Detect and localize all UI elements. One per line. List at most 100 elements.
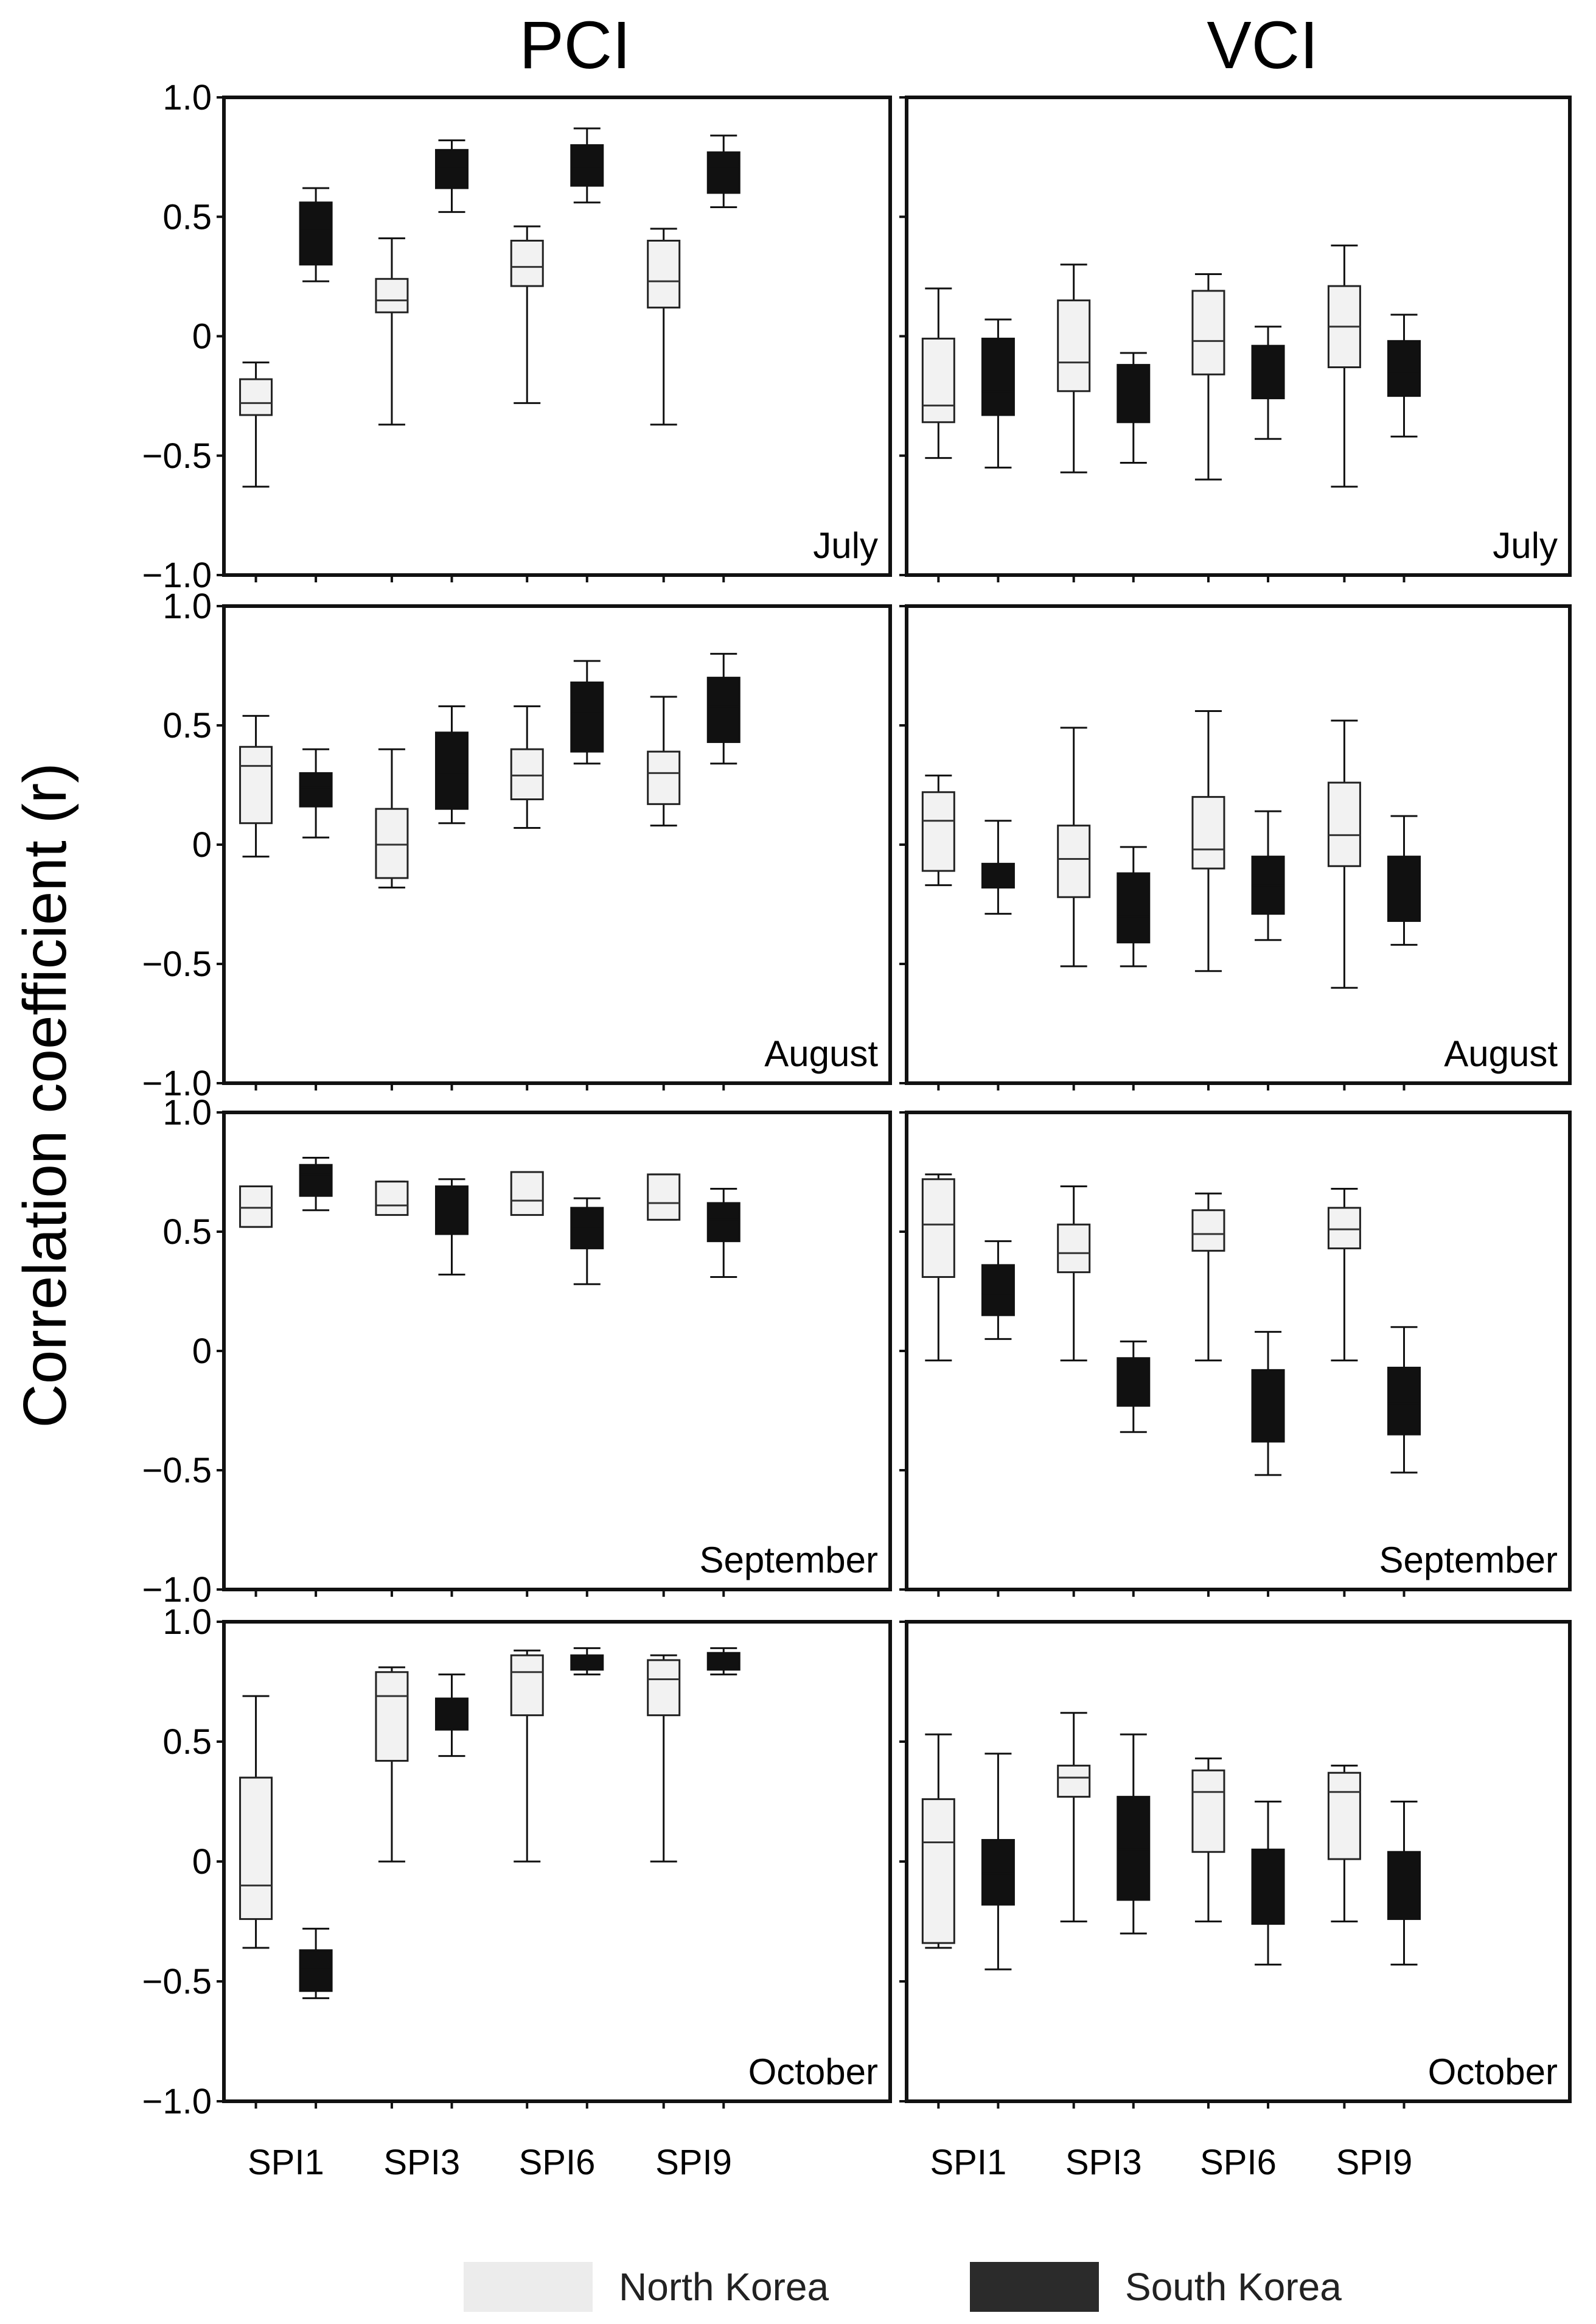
- y-tick-label: 0: [192, 1331, 212, 1371]
- box-iqr: [647, 240, 681, 309]
- south-korea-box-spi6: [1251, 1331, 1285, 1476]
- y-tick-label: 1.0: [162, 1093, 212, 1132]
- south-korea-box-spi1: [299, 748, 333, 839]
- box-iqr: [239, 745, 273, 825]
- box-iqr: [239, 1776, 273, 1921]
- north-korea-box-spi1: [239, 714, 273, 858]
- box-iqr: [981, 1839, 1015, 1906]
- north-korea-box-spi9: [1327, 1187, 1361, 1362]
- north-korea-box-spi9: [647, 228, 681, 426]
- box-iqr: [1387, 1851, 1421, 1921]
- south-korea-box-spi6: [1251, 326, 1285, 440]
- box-iqr: [921, 1178, 955, 1278]
- y-tick-label: 0: [192, 1842, 212, 1882]
- box-iqr: [434, 1185, 469, 1235]
- box-iqr: [510, 1654, 544, 1717]
- south-korea-box-spi6: [570, 1647, 604, 1676]
- north-korea-box-spi6: [1191, 710, 1225, 972]
- box-iqr: [1191, 796, 1225, 870]
- x-tick-label: SPI3: [1065, 2143, 1142, 2182]
- south-korea-box-spi3: [1117, 846, 1151, 968]
- north-korea-box-spi3: [375, 1181, 409, 1216]
- y-tick-label: 0.5: [162, 1212, 212, 1252]
- box-iqr: [299, 201, 333, 266]
- month-label: September: [700, 1540, 879, 1580]
- panel-vci-september: September: [899, 1111, 1572, 1597]
- box-iqr: [1387, 856, 1421, 922]
- south-korea-box-spi1: [299, 187, 333, 282]
- box-iqr: [1057, 299, 1091, 393]
- north-korea-box-spi3: [375, 748, 409, 889]
- panel-pci-september: 1.0 0.5 0 −0.5 −1.0 September: [142, 1093, 892, 1610]
- panel-vci-july: July: [899, 96, 1572, 582]
- box-iqr: [434, 731, 469, 810]
- north-korea-box-spi6: [510, 1649, 544, 1863]
- box-iqr: [510, 240, 544, 287]
- legend-swatch: [970, 2262, 1099, 2312]
- column-title-vci: VCI: [1207, 8, 1318, 83]
- box-iqr: [1191, 1209, 1225, 1252]
- box-iqr: [921, 791, 955, 872]
- north-korea-box-spi9: [647, 696, 681, 827]
- x-tick-label: SPI9: [1336, 2143, 1413, 2182]
- south-korea-box-spi9: [1387, 815, 1421, 946]
- y-tick-label: −0.5: [142, 1451, 212, 1490]
- north-korea-box-spi3: [375, 1666, 409, 1863]
- box-iqr: [570, 681, 604, 753]
- box-iqr: [375, 1671, 409, 1762]
- box-iqr: [1117, 364, 1151, 424]
- north-korea-box-spi1: [921, 287, 955, 459]
- south-korea-box-spi3: [1117, 1340, 1151, 1433]
- box-iqr: [1251, 1369, 1285, 1443]
- box-iqr: [434, 148, 469, 189]
- north-korea-box-spi1: [239, 1185, 273, 1228]
- y-tick-label: −0.5: [142, 944, 212, 984]
- south-korea-box-spi3: [434, 705, 469, 825]
- south-korea-box-spi9: [706, 134, 741, 209]
- y-tick-label: 0.5: [162, 197, 212, 237]
- box-iqr: [981, 862, 1015, 889]
- month-label: July: [813, 525, 878, 566]
- south-korea-box-spi3: [434, 1673, 469, 1757]
- south-korea-box-spi6: [570, 1197, 604, 1285]
- month-label: October: [748, 2051, 878, 2092]
- box-iqr: [434, 1697, 469, 1731]
- month-label: August: [764, 1033, 878, 1074]
- panel-frame: [222, 604, 892, 1085]
- y-tick-label: 1.0: [162, 1602, 212, 1642]
- north-korea-box-spi6: [1191, 273, 1225, 481]
- box-iqr: [299, 1164, 333, 1197]
- north-korea-box-spi3: [1057, 1185, 1091, 1362]
- month-label: September: [1379, 1540, 1558, 1580]
- box-iqr: [510, 748, 544, 801]
- south-korea-box-spi6: [570, 127, 604, 204]
- column-title-pci: PCI: [519, 8, 630, 83]
- panel-frame: [222, 96, 892, 577]
- y-tick-label: 0.5: [162, 706, 212, 745]
- month-label: July: [1493, 525, 1558, 566]
- box-iqr: [647, 750, 681, 805]
- south-korea-box-spi1: [981, 318, 1015, 469]
- south-korea-box-spi6: [570, 660, 604, 765]
- box-iqr: [570, 1207, 604, 1249]
- x-tick-label: SPI1: [248, 2143, 324, 2182]
- box-iqr: [1057, 1764, 1091, 1798]
- south-korea-box-spi1: [981, 1240, 1015, 1340]
- box-iqr: [706, 677, 741, 743]
- box-iqr: [375, 808, 409, 879]
- south-korea-box-spi3: [1117, 352, 1151, 464]
- panel-vci-october: October SPI1 SPI3 SPI6 SPI9: [899, 1620, 1572, 2182]
- north-korea-box-spi1: [921, 1733, 955, 1949]
- north-korea-box-spi9: [1327, 719, 1361, 989]
- box-iqr: [1251, 1848, 1285, 1925]
- south-korea-box-spi6: [1251, 810, 1285, 941]
- box-iqr: [1327, 1207, 1361, 1249]
- x-tick-label: SPI6: [519, 2143, 596, 2182]
- panel-vci-august: August: [899, 604, 1572, 1090]
- y-tick-label: 1.0: [162, 78, 212, 117]
- south-korea-box-spi9: [1387, 1326, 1421, 1474]
- box-iqr: [706, 1202, 741, 1243]
- panel-frame: [905, 96, 1572, 577]
- box-iqr: [1191, 1769, 1225, 1853]
